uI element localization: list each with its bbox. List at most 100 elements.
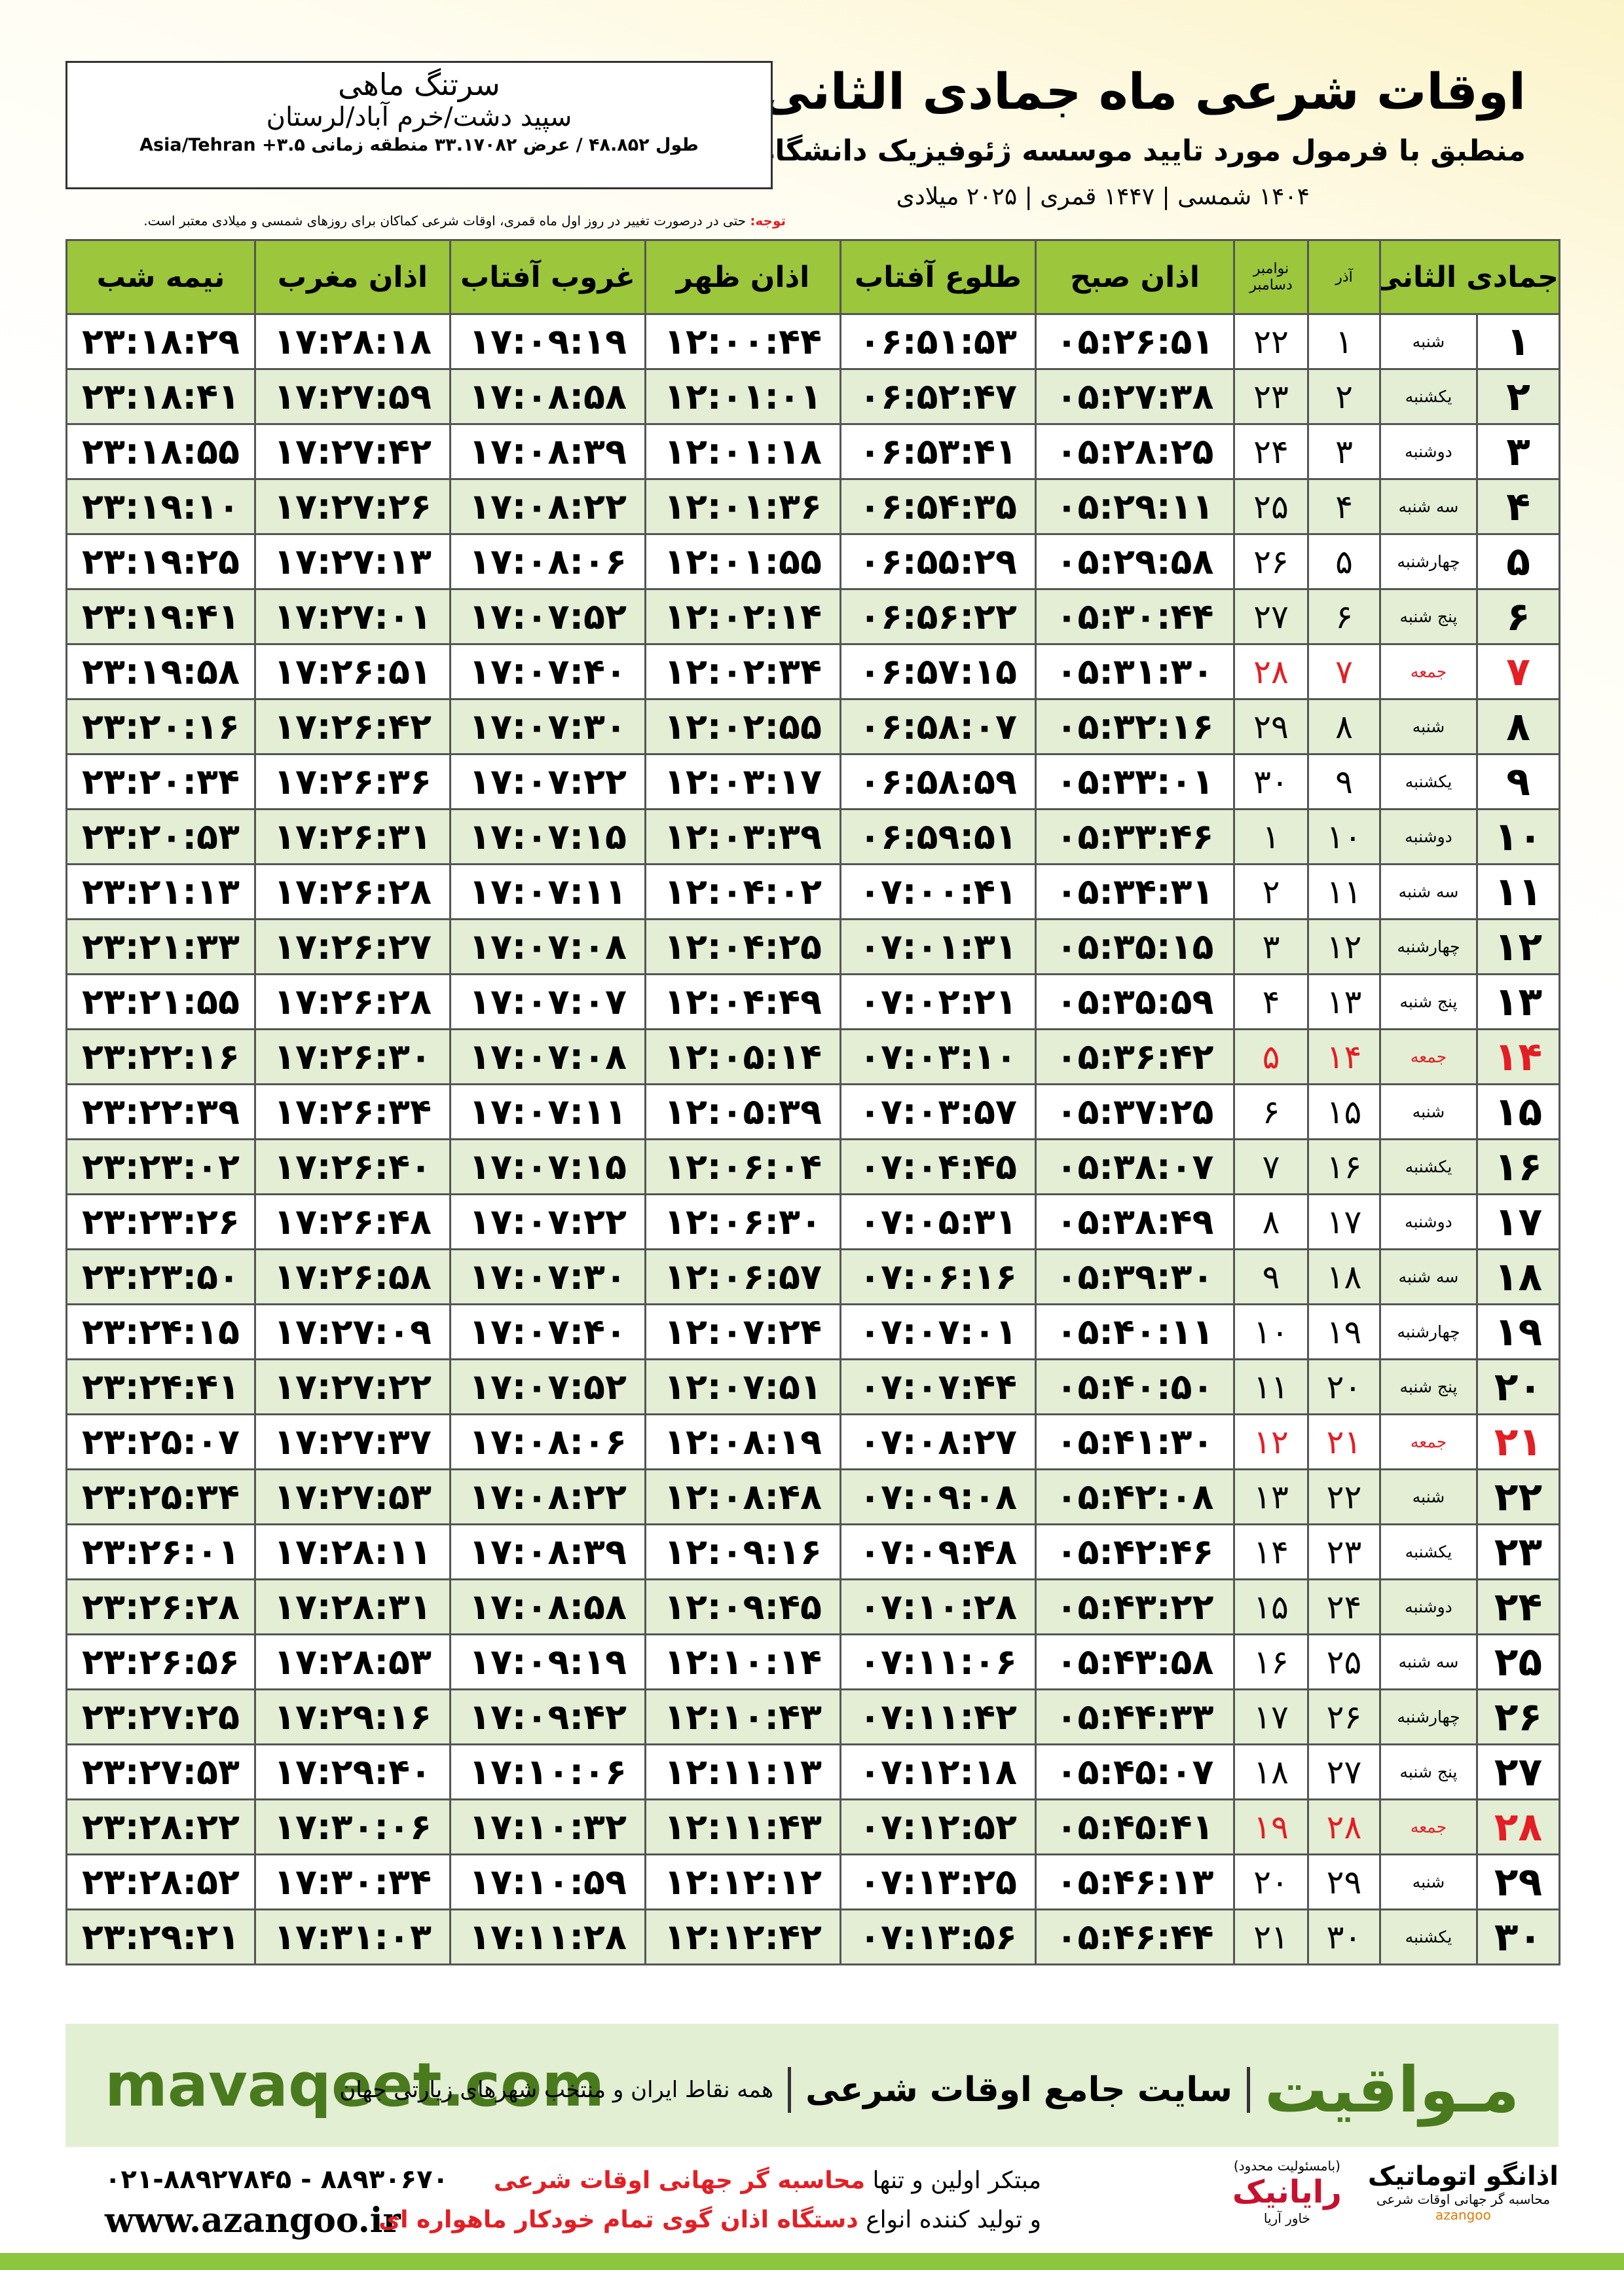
table-cell: سه شنبه xyxy=(1378,1248,1479,1305)
table-cell: ۱۷ xyxy=(1476,1193,1561,1250)
table-cell: ۷ xyxy=(1476,643,1561,700)
table-cell: ۱۷:۰۷:۱۱ xyxy=(449,863,646,920)
table-row: ۲ یکشنبه ۲ ۲۳ ۰۵:۲۷:۳۸ ۰۶:۵۲:۴۷ ۱۲:۰۱:۰۱ ۱۷:۰۸:… xyxy=(65,368,1561,425)
subtitle: منطبق با فرمول مورد تایید موسسه ژئوفیزیک… xyxy=(665,134,1526,168)
table-cell: یکشنبه xyxy=(1378,368,1479,425)
location-region: سپید دشت/خرم آباد/لرستان xyxy=(266,102,572,132)
table-cell: ۰۶:۵۱:۵۳ xyxy=(840,313,1037,370)
table-cell: ۱۷:۲۷:۰۱ xyxy=(254,588,451,645)
table-cell: ۰۷:۰۵:۳۱ xyxy=(840,1193,1037,1250)
table-cell: ۱۷:۲۶:۲۸ xyxy=(254,973,451,1030)
table-cell: ۰۵:۴۵:۴۱ xyxy=(1035,1798,1235,1855)
table-cell: ۰۷:۰۸:۲۷ xyxy=(840,1413,1037,1470)
table-cell: ۲۳:۲۱:۳۳ xyxy=(65,918,256,975)
table-row: ۳۰ یکشنبه ۳۰ ۲۱ ۰۵:۴۶:۴۴ ۰۷:۱۳:۵۶ ۱۲:۱۲:۴۲ ۱۷:۱… xyxy=(65,1908,1561,1965)
table-cell: ۱۲:۰۴:۲۵ xyxy=(644,918,841,975)
table-cell: ۱۷:۱۱:۲۸ xyxy=(449,1908,646,1965)
table-cell: ۱۷:۰۷:۲۲ xyxy=(449,753,646,810)
table-row: ۱۱ سه شنبه ۱۱ ۲ ۰۵:۳۴:۳۱ ۰۷:۰۰:۴۱ ۱۲:۰۴:۰۲ ۱۷:۰… xyxy=(65,863,1561,920)
table-cell: ۱۰ xyxy=(1476,808,1561,865)
table-cell: ۲۳:۲۲:۳۹ xyxy=(65,1083,256,1140)
title: اوقات شرعی ماه جمادی الثانی xyxy=(761,62,1526,121)
table-cell: ۰۵:۴۳:۲۲ xyxy=(1035,1578,1235,1635)
table-cell: ۰۵:۳۶:۴۲ xyxy=(1035,1028,1235,1085)
table-cell: ۱۴ xyxy=(1233,1523,1309,1580)
table-cell: ۰۵:۳۳:۴۶ xyxy=(1035,808,1235,865)
table-cell: ۱۹ xyxy=(1233,1798,1309,1855)
table-cell: سه شنبه xyxy=(1378,1633,1479,1690)
table-cell: ۰۷:۰۰:۴۱ xyxy=(840,863,1037,920)
table-cell: ۱۷:۰۹:۴۲ xyxy=(449,1688,646,1745)
table-row: ۳ دوشنبه ۳ ۲۴ ۰۵:۲۸:۲۵ ۰۶:۵۳:۴۱ ۱۲:۰۱:۱۸ ۱۷:۰۸:… xyxy=(65,423,1561,480)
table-cell: ۱۲:۰۴:۰۲ xyxy=(644,863,841,920)
table-cell: شنبه xyxy=(1378,1468,1479,1525)
table-cell: ۱۷:۰۷:۱۵ xyxy=(449,1138,646,1195)
table-cell: ۱۷:۲۸:۱۱ xyxy=(254,1523,451,1580)
table-cell: ۱۷:۲۷:۵۳ xyxy=(254,1468,451,1525)
table-cell: ۲۳:۲۵:۳۴ xyxy=(65,1468,256,1525)
table-cell: ۲۸ xyxy=(1476,1798,1561,1855)
table-cell: ۲۰ xyxy=(1476,1358,1561,1415)
table-cell: ۲ xyxy=(1476,368,1561,425)
table-cell: ۰۵:۳۵:۵۹ xyxy=(1035,973,1235,1030)
table-cell: ۱۷:۳۰:۰۶ xyxy=(254,1798,451,1855)
table-row: ۲۹ شنبه ۲۹ ۲۰ ۰۵:۴۶:۱۳ ۰۷:۱۳:۲۵ ۱۲:۱۲:۱۲ ۱۷:۱۰:… xyxy=(65,1853,1561,1910)
table-row: ۷ جمعه ۷ ۲۸ ۰۵:۳۱:۳۰ ۰۶:۵۷:۱۵ ۱۲:۰۲:۳۴ ۱۷:۰۷:۴۰… xyxy=(65,643,1561,700)
table-cell: ۲۳ xyxy=(1307,1523,1381,1580)
table-cell: ۱۲:۰۶:۳۰ xyxy=(644,1193,841,1250)
table-cell: ۲۴ xyxy=(1307,1578,1381,1635)
table-cell: ۱۷:۲۸:۵۳ xyxy=(254,1633,451,1690)
table-cell: ۱۷:۰۸:۰۶ xyxy=(449,533,646,590)
table-cell: ۲۳:۲۷:۵۳ xyxy=(65,1743,256,1800)
slogan: سایت جامع اوقات شرعی xyxy=(805,2070,1232,2110)
table-row: ۱۶ یکشنبه ۱۶ ۷ ۰۵:۳۸:۰۷ ۰۷:۰۴:۴۵ ۱۲:۰۶:۰۴ ۱۷:۰۷… xyxy=(65,1138,1561,1195)
table-cell: ۱۲:۰۳:۱۷ xyxy=(644,753,841,810)
location-coords: طول ۴۸.۸۵۲ / عرض ۳۳.۱۷۰۸۲ منطقه زمانی ۳.… xyxy=(139,135,699,155)
table-cell: ۰۷:۱۱:۴۲ xyxy=(840,1688,1037,1745)
table-cell: ۱۱ xyxy=(1307,863,1381,920)
table-row: ۸ شنبه ۸ ۲۹ ۰۵:۳۲:۱۶ ۰۶:۵۸:۰۷ ۱۲:۰۲:۵۵ ۱۷:۰۷:۳۰… xyxy=(65,698,1561,755)
table-cell: ۱۷:۲۹:۴۰ xyxy=(254,1743,451,1800)
table-cell: ۲۳ xyxy=(1233,368,1309,425)
location-name: سرتنگ ماهی xyxy=(338,67,500,102)
banner: mavaqeet.com مـواقیت سایت جامع اوقات شرع… xyxy=(65,2024,1559,2147)
table-cell: ۲۳:۲۰:۵۳ xyxy=(65,808,256,865)
table-cell: ۲۳:۲۳:۲۶ xyxy=(65,1193,256,1250)
table-cell: ۱۲:۱۱:۱۳ xyxy=(644,1743,841,1800)
table-cell: ۳ xyxy=(1233,918,1309,975)
header-text: دسامبر xyxy=(1249,277,1293,293)
table-cell: ۰۵:۳۹:۳۰ xyxy=(1035,1248,1235,1305)
table-cell: ۱۷:۰۷:۲۲ xyxy=(449,1193,646,1250)
table-cell: ۱۲:۰۰:۴۴ xyxy=(644,313,841,370)
table-cell: ۱۲:۰۶:۵۷ xyxy=(644,1248,841,1305)
footer-url: www.azangoo.ir xyxy=(105,2201,401,2241)
table-cell: دوشنبه xyxy=(1378,1193,1479,1250)
table-cell: ۲۸ xyxy=(1233,643,1309,700)
table-cell: ۱۹ xyxy=(1307,1303,1381,1360)
table-row: ۱۲ چهارشنبه ۱۲ ۳ ۰۵:۳۵:۱۵ ۰۷:۰۱:۳۱ ۱۲:۰۴:۲۵ ۱۷:… xyxy=(65,918,1561,975)
table-cell: ۲۳:۲۳:۰۲ xyxy=(65,1138,256,1195)
table-cell: ۲۵ xyxy=(1476,1633,1561,1690)
table-cell: ۰۷:۱۱:۰۶ xyxy=(840,1633,1037,1690)
table-cell: دوشنبه xyxy=(1378,1578,1479,1635)
logo-rayanik: (بامسئولیت محدود) رایانیک خاور آریا xyxy=(1232,2158,1342,2226)
table-cell: ۱۷:۲۶:۴۲ xyxy=(254,698,451,755)
table-cell: ۰۵:۳۰:۴۴ xyxy=(1035,588,1235,645)
table-cell: ۲۵ xyxy=(1307,1633,1381,1690)
table-cell: ۱۶ xyxy=(1307,1138,1381,1195)
table-cell: ۱۷:۰۷:۵۲ xyxy=(449,588,646,645)
table-cell: ۱۷:۰۸:۵۸ xyxy=(449,368,646,425)
table-cell: ۰۷:۰۳:۱۰ xyxy=(840,1028,1037,1085)
table-row: ۶ پنج شنبه ۶ ۲۷ ۰۵:۳۰:۴۴ ۰۶:۵۶:۲۲ ۱۲:۰۲:۱۴ ۱۷:۰… xyxy=(65,588,1561,645)
table-cell: شنبه xyxy=(1378,313,1479,370)
table-cell: ۶ xyxy=(1476,588,1561,645)
table-cell: ۰۷:۱۳:۵۶ xyxy=(840,1908,1037,1965)
table-cell: ۱۷:۳۰:۳۴ xyxy=(254,1853,451,1910)
note-label: توجه: xyxy=(750,213,786,229)
table-cell: ۱۷:۲۷:۲۶ xyxy=(254,478,451,535)
table-cell: ۲۳:۲۰:۳۴ xyxy=(65,753,256,810)
table-row: ۲۱ جمعه ۲۱ ۱۲ ۰۵:۴۱:۳۰ ۰۷:۰۸:۲۷ ۱۲:۰۸:۱۹ ۱۷:۰۸:… xyxy=(65,1413,1561,1470)
table-cell: ۱۷:۰۷:۳۰ xyxy=(449,698,646,755)
